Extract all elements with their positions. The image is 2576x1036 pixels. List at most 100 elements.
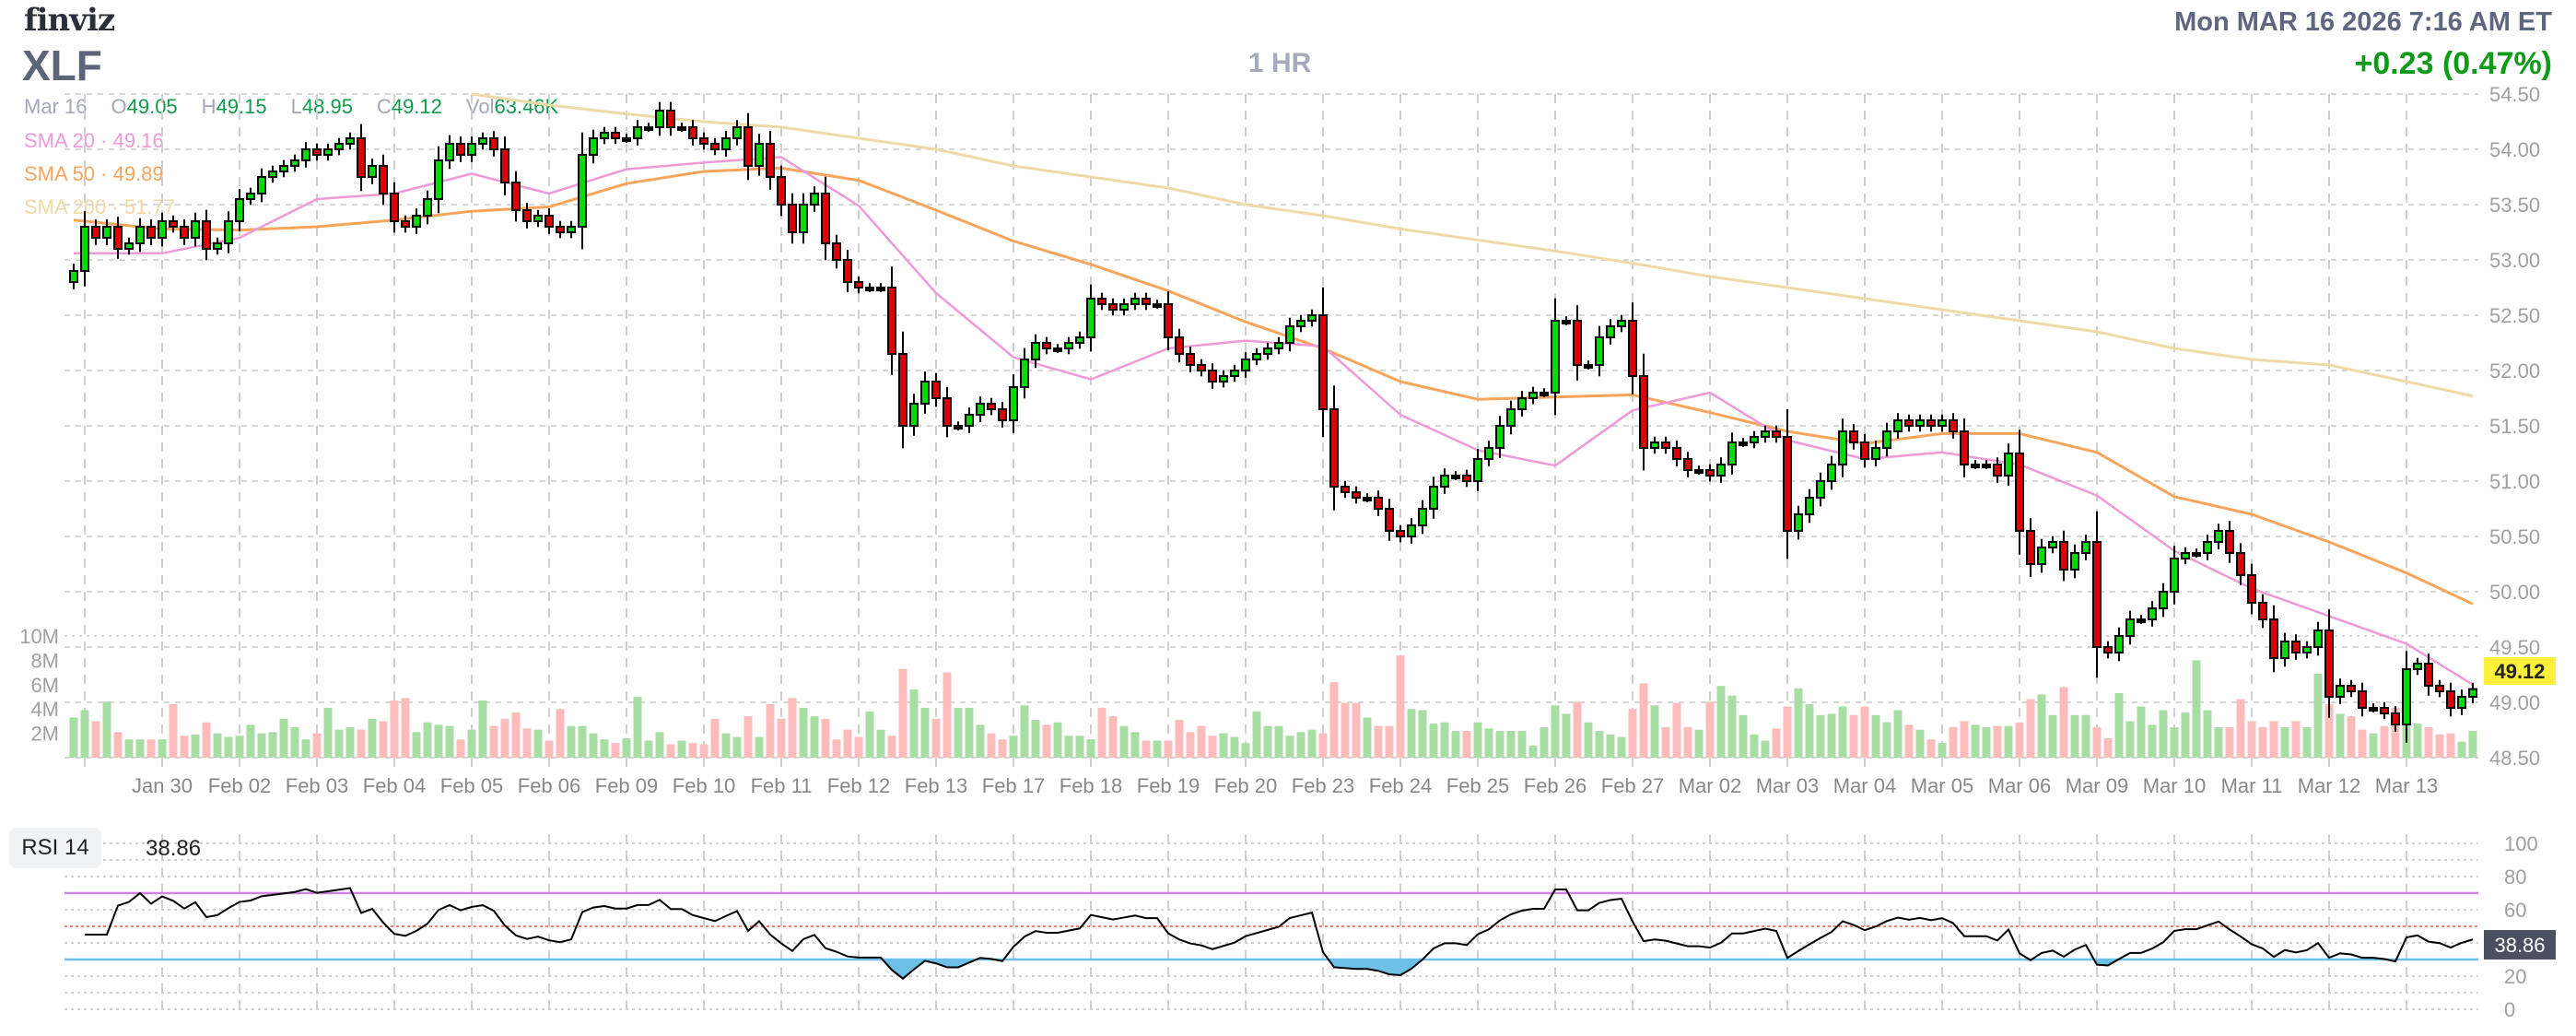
candle-body	[2192, 552, 2201, 557]
candle-body	[920, 381, 930, 405]
candle-body	[710, 143, 720, 150]
candle	[1064, 336, 1073, 355]
candle	[2137, 615, 2146, 624]
candle	[2037, 538, 2046, 573]
candle-body	[1904, 419, 1914, 427]
candle	[655, 101, 664, 136]
candle	[1672, 441, 1681, 466]
volume-bar	[1727, 695, 1737, 758]
rsi-line	[85, 887, 2474, 980]
candle-body	[2457, 696, 2466, 709]
candle-body	[1241, 359, 1250, 371]
volume-bar	[644, 740, 653, 758]
candle-body	[1849, 430, 1858, 443]
finviz-logo[interactable]: finviz	[24, 2, 115, 39]
volume-bar	[677, 740, 686, 758]
volume-bar	[1650, 705, 1659, 758]
volume-bar	[2313, 673, 2323, 758]
volume-bar	[1374, 725, 1383, 758]
candle	[2015, 430, 2024, 555]
candle	[301, 142, 310, 168]
volume-bar	[998, 739, 1007, 758]
candle-body	[2148, 607, 2157, 620]
candle-body	[633, 126, 642, 139]
candle	[2402, 651, 2411, 743]
rsi-indicator-label[interactable]: RSI 14	[9, 828, 101, 868]
volume-bar	[213, 733, 222, 758]
volume-bar	[2291, 721, 2301, 758]
sma50-line	[73, 166, 2474, 606]
candle	[1164, 291, 1173, 350]
volume-bar	[158, 739, 167, 758]
rsi-tick-label: 100	[2504, 832, 2538, 855]
candle-body	[1562, 320, 1571, 324]
candle	[1628, 302, 1637, 394]
sma50-legend[interactable]: SMA 50 · 49.89	[24, 162, 164, 185]
candle-body	[2081, 541, 2090, 554]
candle-body	[1274, 342, 1283, 349]
candle-body	[1142, 298, 1151, 305]
candle	[1871, 441, 1880, 466]
candle-body	[2258, 602, 2267, 620]
volume-bar	[379, 721, 388, 758]
candle	[1252, 347, 1261, 366]
volume-bar	[1186, 732, 1195, 758]
candle-body	[2214, 530, 2223, 543]
sma200-legend[interactable]: SMA 200 · 51.77	[24, 195, 175, 218]
candle-body	[1175, 336, 1184, 355]
candle	[1385, 499, 1394, 541]
volume-bar	[744, 716, 753, 758]
candle-body	[1982, 464, 1991, 468]
volume-tick-label: 8M	[30, 649, 59, 672]
volume-bar	[1462, 730, 1471, 758]
candle-body	[158, 220, 167, 239]
candle-body	[2402, 668, 2411, 725]
volume-bar	[445, 725, 454, 758]
interval-label[interactable]: 1 HR	[1248, 48, 1312, 78]
volume-bar	[1075, 736, 1084, 758]
candle	[124, 237, 134, 255]
candle	[2247, 563, 2256, 615]
volume-bar	[987, 733, 996, 758]
volume-bar	[2446, 733, 2455, 758]
volume-bar	[965, 707, 974, 758]
candle-body	[1639, 375, 1648, 449]
sma20-legend[interactable]: SMA 20 · 49.16	[24, 129, 164, 152]
x-tick-label: Mar 13	[2375, 774, 2438, 797]
candle	[887, 266, 896, 375]
volume-bar	[2236, 699, 2245, 758]
volume-bar	[279, 718, 288, 758]
candle	[1142, 292, 1151, 311]
candle-body	[1285, 325, 1294, 344]
volume-bar	[1705, 701, 1715, 758]
volume-bar	[1904, 724, 1914, 758]
candle	[1407, 518, 1416, 544]
volume-bar	[1341, 702, 1350, 758]
candle-body	[1750, 436, 1759, 443]
candle	[1617, 314, 1626, 333]
volume-bar	[467, 729, 476, 758]
candle-body	[2070, 552, 2079, 571]
candle	[2457, 689, 2466, 715]
candle-body	[478, 137, 487, 145]
candle-body	[1451, 475, 1460, 479]
candle	[102, 219, 111, 245]
volume-bar	[909, 689, 919, 758]
candle-body	[777, 176, 786, 206]
candle	[1329, 385, 1339, 511]
candle	[390, 182, 399, 233]
candle	[2159, 583, 2168, 618]
x-tick-label: Feb 06	[518, 774, 581, 797]
volume-bar	[1783, 706, 1792, 758]
volume-bar	[2159, 710, 2168, 758]
candle-body	[511, 182, 521, 211]
volume-bar	[2358, 729, 2367, 758]
candle-body	[1429, 486, 1438, 510]
candle-body	[1816, 480, 1825, 499]
candle-body	[755, 143, 764, 167]
candle	[1418, 500, 1427, 535]
candle	[180, 219, 189, 245]
candle-body	[1827, 464, 1836, 482]
candle-body	[2159, 591, 2168, 609]
